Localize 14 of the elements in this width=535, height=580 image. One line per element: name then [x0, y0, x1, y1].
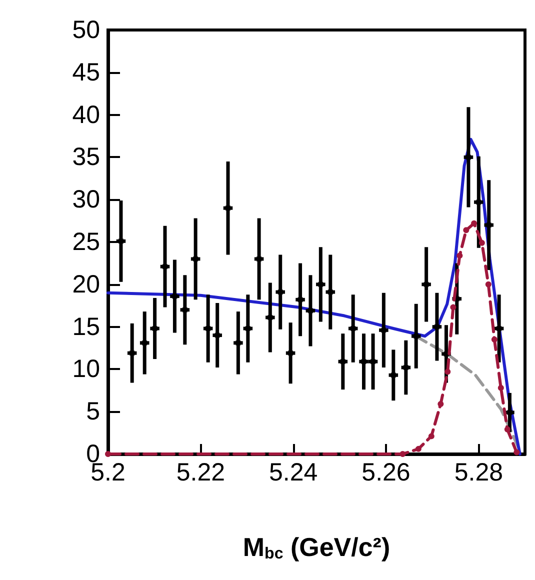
y-tick-label: 40: [72, 100, 100, 129]
y-tick-label: 35: [72, 143, 100, 172]
y-tick-label: 45: [72, 58, 100, 86]
x-tick-label: 5.22: [176, 458, 226, 486]
y-tick-label: 10: [72, 355, 100, 384]
y-tick-label: 15: [72, 312, 100, 341]
y-tick-label: 20: [72, 270, 100, 298]
y-tick-label: 25: [72, 228, 100, 256]
x-tick-label: 5.24: [268, 458, 318, 486]
y-tick-label: 30: [72, 186, 100, 214]
x-tick-label: 5.28: [454, 458, 504, 486]
y-tick-label: 5: [86, 398, 100, 426]
x-tick-label: 5.26: [362, 458, 410, 486]
y-tick-label: 50: [72, 16, 100, 44]
